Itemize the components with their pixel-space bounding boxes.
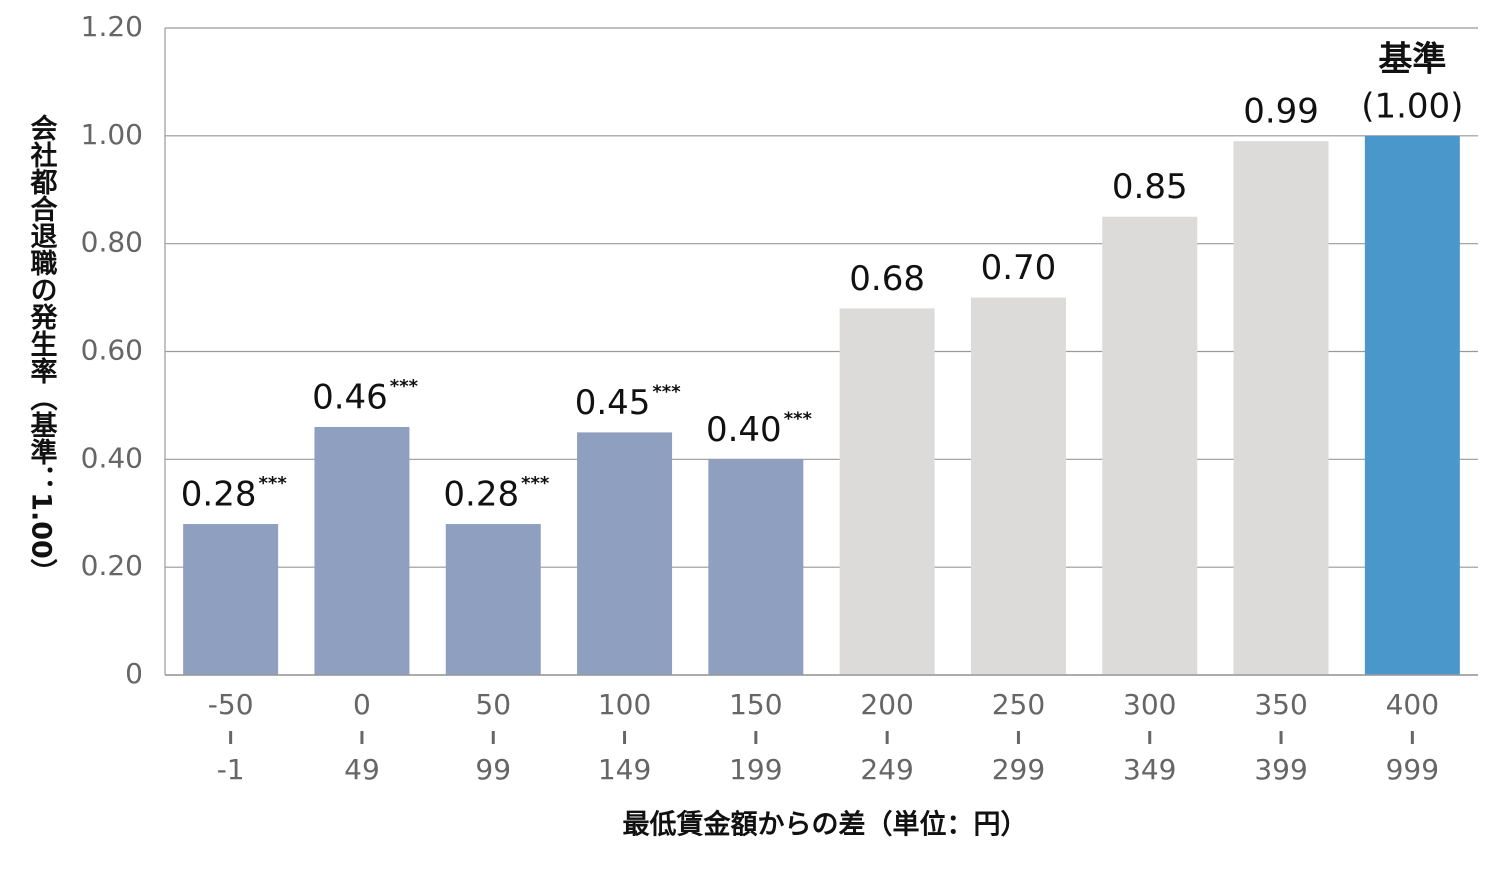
y-tick-label: 0.60 xyxy=(81,334,143,367)
x-tick-label: 349 xyxy=(1123,753,1176,786)
x-tick-label: 149 xyxy=(598,753,651,786)
x-tick-label: -1 xyxy=(217,753,245,786)
value-label: 0.70 xyxy=(981,248,1057,288)
reference-label: 基準 xyxy=(1378,39,1446,79)
significance-mark: *** xyxy=(259,473,288,494)
y-tick-label: 1.00 xyxy=(81,118,143,151)
x-tick-label: 50 xyxy=(475,688,511,721)
x-tick-label: 400 xyxy=(1386,688,1439,721)
x-tick-label: 999 xyxy=(1386,753,1439,786)
x-tick-label: 199 xyxy=(729,753,782,786)
bar xyxy=(1233,141,1329,676)
value-label: (1.00) xyxy=(1361,86,1463,126)
value-label: 0.45 xyxy=(575,383,651,423)
x-tick-label: -50 xyxy=(208,688,254,721)
x-tick-label: 300 xyxy=(1123,688,1176,721)
value-label: 0.46 xyxy=(312,377,388,417)
significance-mark: *** xyxy=(390,376,419,397)
x-axis-title: 最低賃金額からの差（単位：円） xyxy=(623,809,1028,841)
significance-mark: *** xyxy=(521,473,550,494)
y-tick-label: 0.40 xyxy=(81,441,143,474)
x-tick-label: 150 xyxy=(729,688,782,721)
value-label: 0.28 xyxy=(443,475,519,515)
bar xyxy=(314,426,410,675)
y-tick-label: 0.80 xyxy=(81,226,143,259)
x-tick-label: 0 xyxy=(353,688,371,721)
value-label: 0.99 xyxy=(1243,92,1319,132)
x-tick-label: 99 xyxy=(475,753,511,786)
value-label: 0.85 xyxy=(1112,167,1188,207)
bar xyxy=(970,297,1066,675)
bar xyxy=(1102,216,1198,676)
bar xyxy=(183,524,279,675)
bar xyxy=(445,524,541,675)
y-axis-title: 会社都合退職の発生率（基準：1.00） xyxy=(26,114,59,586)
y-tick-label: 1.20 xyxy=(81,10,143,43)
x-tick-label: 350 xyxy=(1254,688,1307,721)
x-tick-label: 100 xyxy=(598,688,651,721)
bar xyxy=(708,459,804,675)
x-tick-label: 249 xyxy=(860,753,913,786)
y-tick-label: 0.20 xyxy=(81,549,143,582)
x-tick-label: 49 xyxy=(344,753,380,786)
x-tick-label: 399 xyxy=(1254,753,1307,786)
significance-mark: *** xyxy=(784,408,813,429)
y-tick-label: 0 xyxy=(125,657,143,690)
bar xyxy=(1364,135,1460,676)
value-label: 0.28 xyxy=(181,475,257,515)
value-label: 0.68 xyxy=(849,259,925,299)
x-tick-label: 250 xyxy=(992,688,1045,721)
x-tick-label: 200 xyxy=(860,688,913,721)
x-tick-label: 299 xyxy=(992,753,1045,786)
bar xyxy=(577,432,673,675)
value-label: 0.40 xyxy=(706,410,782,450)
significance-mark: *** xyxy=(652,381,681,402)
bar xyxy=(839,308,935,675)
